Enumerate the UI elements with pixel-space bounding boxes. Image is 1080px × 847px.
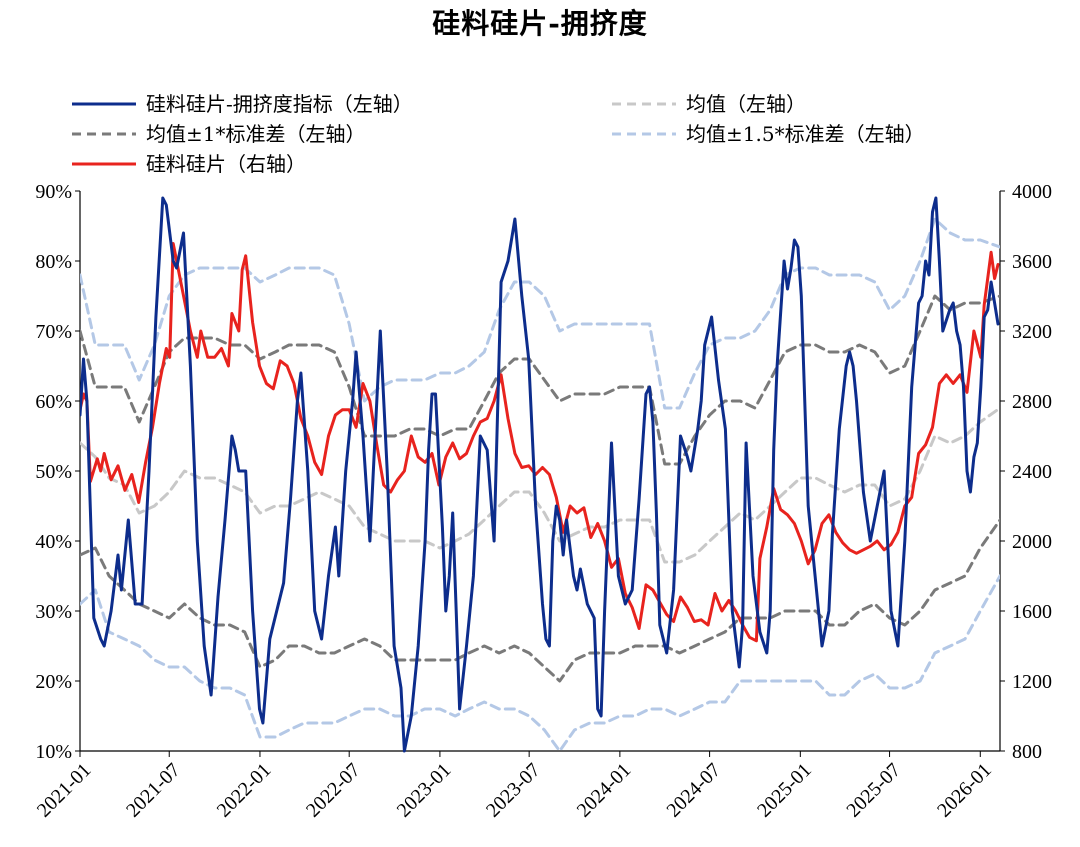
y-right-tick-label: 800	[1012, 741, 1042, 763]
series-mean-minus-1sd	[80, 518, 1000, 683]
series-mean-plus-1-5sd	[80, 217, 1000, 410]
y-right-tick-label: 2800	[1012, 391, 1052, 413]
y-right-tick-label: 2000	[1012, 531, 1052, 553]
legend-label: 硅料硅片-拥挤度指标（左轴）	[146, 92, 413, 116]
series-silicon-index	[80, 242, 1000, 643]
x-tick-label: 2024-07	[662, 759, 725, 822]
y-right-tick-label: 3600	[1012, 251, 1052, 273]
y-right-tick-label: 3200	[1012, 321, 1052, 343]
x-tick-label: 2024-01	[573, 759, 636, 822]
y-left-tick-label: 80%	[35, 251, 72, 273]
y-left-tick-label: 30%	[35, 601, 72, 623]
legend-label: 硅料硅片（右轴）	[146, 152, 306, 176]
series-mean-plus-1sd	[80, 294, 1000, 466]
x-tick-label: 2025-07	[842, 759, 905, 822]
y-right-tick-label: 4000	[1012, 181, 1052, 203]
y-left-tick-label: 50%	[35, 461, 72, 483]
x-tick-label: 2023-01	[393, 759, 456, 822]
legend-label: 均值±1.5*标准差（左轴）	[686, 122, 925, 146]
x-tick-label: 2021-01	[33, 759, 96, 822]
legend: 硅料硅片-拥挤度指标（左轴） 均值（左轴） 均值±1*标准差（左轴） 均值±1.5*标…	[72, 92, 925, 176]
x-tick-label: 2021-07	[122, 759, 185, 822]
legend-label: 均值（左轴）	[686, 92, 806, 116]
y-left-tick-label: 20%	[35, 671, 72, 693]
x-tick-label: 2026-01	[933, 759, 996, 822]
x-tick-label: 2022-01	[213, 759, 276, 822]
y-left-tick-label: 40%	[35, 531, 72, 553]
x-tick-label: 2022-07	[302, 759, 365, 822]
y-left-tick-label: 70%	[35, 321, 72, 343]
y-right-tick-label: 2400	[1012, 461, 1052, 483]
y-right-tick-label: 1600	[1012, 601, 1052, 623]
series-mean-minus-1-5sd	[80, 574, 1000, 753]
y-left-tick-label: 60%	[35, 391, 72, 413]
series-group	[80, 196, 1000, 753]
y-left-tick-label: 90%	[35, 181, 72, 203]
y-right-tick-label: 1200	[1012, 671, 1052, 693]
x-tick-label: 2025-01	[753, 759, 816, 822]
series-crowding-index	[80, 196, 1000, 753]
x-tick-label: 2023-07	[482, 759, 545, 822]
y-left-tick-label: 10%	[35, 741, 72, 763]
legend-label: 均值±1*标准差（左轴）	[146, 122, 365, 146]
chart-title: 硅料硅片-拥挤度	[432, 7, 648, 40]
